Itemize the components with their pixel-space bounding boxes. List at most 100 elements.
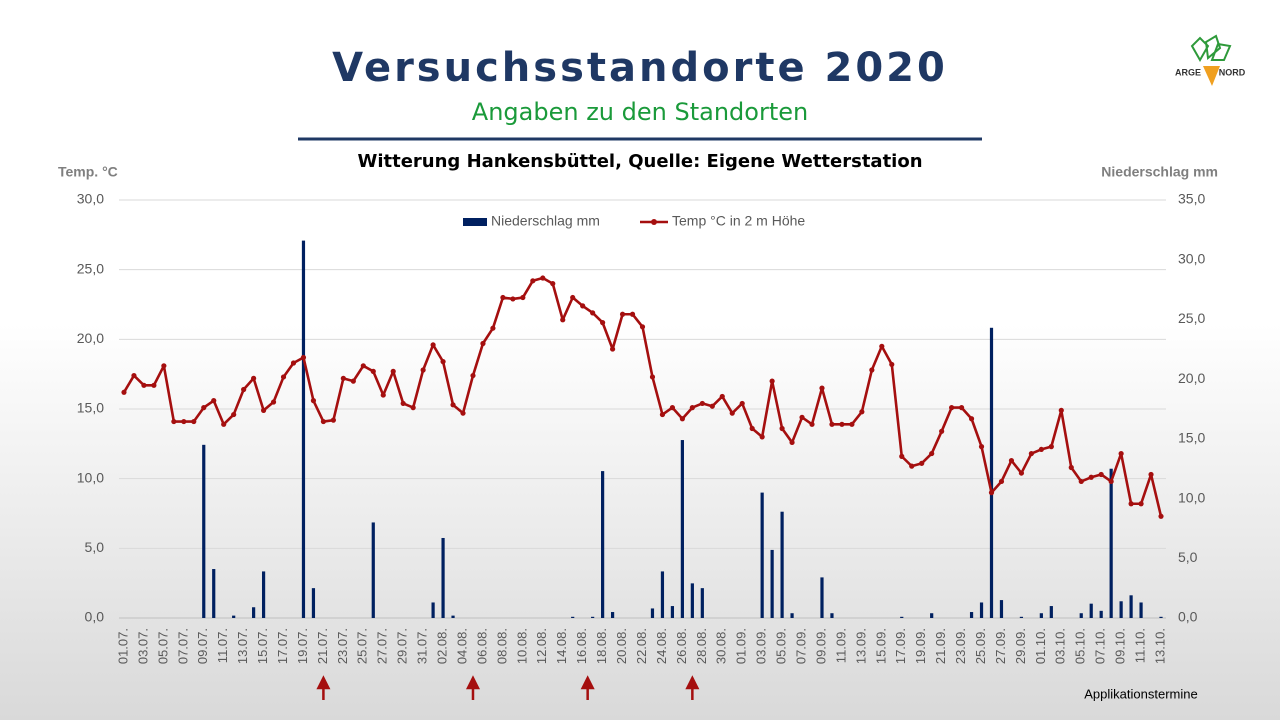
bar [989,327,994,618]
marker [1098,471,1104,478]
x-tick-label: 01.09. [734,628,749,664]
y-tick-label: 10,0 [77,469,104,485]
marker [121,389,127,395]
bar [660,571,665,618]
marker [280,374,287,380]
logo-text: ARGE [1175,67,1201,77]
marker [929,450,935,457]
logo: ARGE NORD [1175,34,1246,86]
marker [739,400,745,407]
marker [709,403,715,409]
x-tick-label: 02.08. [435,628,450,664]
x-tick-label: 09.09. [813,628,828,664]
marker [679,416,685,422]
x-tick-label: 13.07. [235,628,250,664]
bar [1039,613,1043,618]
marker [649,374,656,380]
x-tick-label: 03.10. [1053,628,1068,664]
marker [1158,513,1164,519]
bar [690,583,694,618]
marker [410,405,416,411]
marker [669,405,676,411]
marker [1038,446,1044,453]
marker [1058,407,1064,413]
marker [570,294,576,301]
marker [939,428,945,434]
bar [1089,603,1093,618]
marker [470,372,476,379]
x-tick-label: 17.07. [275,628,290,664]
x-tick-label: 17.09. [893,628,908,664]
bar [1079,613,1083,618]
x-tick-label: 06.08. [474,628,489,664]
marker [1088,474,1094,480]
annotation-arrow [685,675,700,700]
marker [241,386,247,393]
bar [979,602,984,618]
bar [650,608,655,618]
bar [1019,616,1024,618]
x-tick-label: 09.10. [1113,628,1128,664]
x-tick-label: 20.08. [614,628,629,664]
x-tick-label: 27.07. [375,628,390,664]
marker [191,418,197,425]
bar [212,569,216,618]
x-tick-label: 05.10. [1073,628,1088,664]
marker [689,405,695,411]
x-tick-label: 07.10. [1093,628,1108,664]
x-tick-label: 22.08. [634,628,649,664]
marker [380,392,386,398]
x-tick-label: 23.07. [335,628,350,664]
marker [260,407,267,413]
marker [450,402,456,408]
bar [1159,616,1163,618]
marker [320,418,327,425]
marker [211,398,217,404]
marker [480,340,486,347]
bar [780,511,784,618]
y2-tick-label: 30,0 [1178,250,1205,266]
marker [161,363,167,369]
logo-leaves [1190,34,1232,63]
bar [1119,601,1123,618]
marker [909,463,915,469]
marker [330,417,336,423]
y-tick-label: 20,0 [77,330,104,346]
marker [879,343,885,349]
bar [999,600,1004,618]
bar [591,616,595,618]
x-tick-label: 16.08. [574,628,589,664]
x-tick-label: 19.09. [913,628,928,664]
legend-label: Niederschlag mm [491,213,600,229]
marker [799,414,805,420]
marker [819,385,825,391]
x-tick-label: 29.07. [395,628,410,664]
y-tick-label: 25,0 [77,260,104,276]
marker [500,294,506,301]
marker [1048,444,1054,450]
x-tick-label: 25.07. [355,628,370,664]
x-tick-label: 11.09. [833,628,848,663]
marker [400,400,406,407]
annotation-arrow [316,675,331,700]
marker [919,460,925,466]
x-tick-label: 08.08. [494,628,509,664]
bar [700,588,704,618]
marker [949,405,955,411]
marker [809,421,815,427]
x-tick-label: 26.08. [674,628,689,664]
bar [830,613,834,618]
annotation-arrow [580,675,595,700]
x-tick-label: 24.08. [654,628,669,664]
x-tick-label: 01.10. [1033,628,1048,664]
marker [829,421,835,427]
marker [151,382,157,388]
marker [131,372,137,379]
marker [231,411,237,418]
marker [849,421,855,427]
legend-label: Temp °C in 2 m Höhe [672,213,805,229]
x-tick-label: 29.09. [1013,628,1028,664]
bar [1109,468,1113,618]
slide-subtitle: Angaben zu den Standorten [472,98,808,126]
